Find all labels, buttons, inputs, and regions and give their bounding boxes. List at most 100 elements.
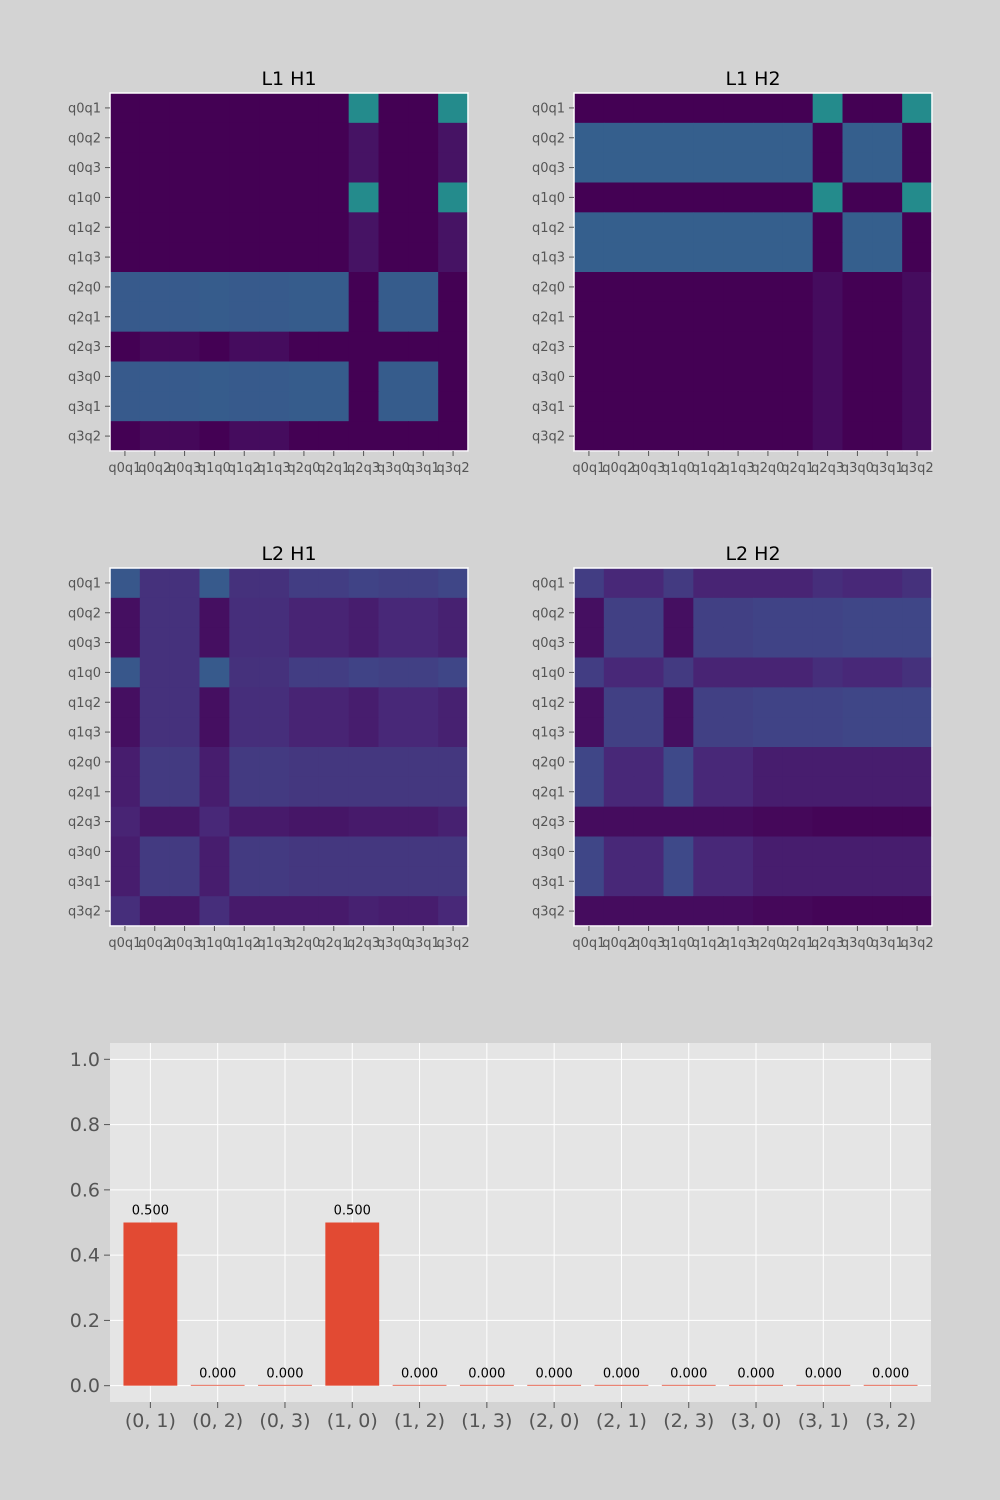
heatmap-cell bbox=[603, 657, 635, 688]
x-tick-label: q1q3 bbox=[258, 936, 291, 951]
heatmap-cell bbox=[378, 93, 409, 124]
heatmap-cell bbox=[812, 806, 844, 838]
x-tick-label: q0q1 bbox=[572, 936, 605, 951]
heatmap-cell bbox=[289, 836, 320, 867]
heatmap-cell bbox=[753, 242, 784, 273]
heatmap-cell bbox=[753, 212, 784, 243]
y-tick-label: q3q0 bbox=[68, 845, 101, 860]
heatmap-cell bbox=[753, 717, 784, 748]
heatmap-cell bbox=[812, 627, 844, 659]
heatmap-cell bbox=[110, 597, 141, 629]
heatmap-cell bbox=[289, 687, 320, 718]
heatmap-cell bbox=[348, 212, 380, 243]
heatmap-cell bbox=[229, 301, 260, 333]
heatmap-cell bbox=[318, 597, 350, 629]
heatmap-cell bbox=[348, 568, 380, 599]
x-tick-label: q0q2 bbox=[602, 936, 635, 951]
heatmap-cell bbox=[139, 421, 171, 452]
heatmap-frame bbox=[573, 567, 933, 927]
heatmap-cell bbox=[348, 627, 380, 659]
heatmap-cell bbox=[723, 93, 754, 124]
heatmap-cell bbox=[408, 866, 439, 897]
heatmap-cell bbox=[378, 866, 409, 897]
heatmap-cell bbox=[633, 747, 665, 778]
heatmap-cell bbox=[438, 272, 469, 303]
heatmap-cell bbox=[574, 866, 605, 897]
heatmap-cell bbox=[169, 421, 201, 452]
heatmap-cell bbox=[289, 896, 320, 927]
heatmap-cell bbox=[438, 687, 469, 718]
heatmap-cell bbox=[574, 182, 605, 213]
heatmap-cell bbox=[812, 182, 844, 213]
x-tick-label: (3, 1) bbox=[798, 1410, 849, 1432]
bar bbox=[661, 1384, 716, 1386]
heatmap-panel-4: L2 H2q0q1q0q2q0q3q1q0q1q2q1q3q2q0q2q1q2q… bbox=[532, 543, 934, 951]
heatmap-cell bbox=[408, 747, 439, 778]
heatmap-cell bbox=[753, 331, 784, 363]
heatmap-cell bbox=[663, 806, 694, 838]
y-tick-label: q1q2 bbox=[68, 696, 101, 711]
heatmap-cell bbox=[693, 568, 724, 599]
heatmap-cell bbox=[782, 627, 814, 659]
heatmap-cell bbox=[782, 597, 814, 629]
heatmap-cell bbox=[259, 836, 290, 867]
heatmap-cell bbox=[169, 568, 201, 599]
y-tick-label: q2q3 bbox=[532, 340, 565, 355]
heatmap-cell bbox=[408, 717, 439, 748]
heatmap-cell bbox=[110, 836, 141, 867]
heatmap-cell bbox=[633, 421, 665, 452]
heatmap-cell bbox=[139, 896, 171, 927]
heatmap-cell bbox=[693, 361, 724, 392]
heatmap-cell bbox=[812, 717, 844, 748]
heatmap-cell bbox=[289, 747, 320, 778]
x-tick-label: q0q1 bbox=[108, 936, 141, 951]
heatmap-cell bbox=[289, 597, 320, 629]
heatmap-cell bbox=[438, 568, 469, 599]
heatmap-cell bbox=[902, 627, 933, 659]
heatmap-cell bbox=[139, 242, 171, 273]
heatmap-cell bbox=[753, 836, 784, 867]
heatmap-cell bbox=[872, 627, 903, 659]
heatmap-cell bbox=[842, 152, 873, 184]
heatmap-cell bbox=[812, 776, 844, 808]
heatmap-cell bbox=[348, 421, 380, 452]
heatmap-cell bbox=[693, 776, 724, 808]
heatmap-cell bbox=[318, 122, 350, 154]
heatmap-cell bbox=[603, 93, 635, 124]
heatmap-cell bbox=[663, 836, 694, 867]
heatmap-cell bbox=[289, 182, 320, 213]
heatmap-cell bbox=[872, 866, 903, 897]
heatmap-cell bbox=[812, 361, 844, 392]
heatmap-cell bbox=[199, 122, 230, 154]
heatmap-cell bbox=[574, 836, 605, 867]
heatmap-cell bbox=[289, 331, 320, 363]
heatmap-cell bbox=[753, 93, 784, 124]
heatmap-cell bbox=[663, 212, 694, 243]
heatmap-cell bbox=[872, 212, 903, 243]
heatmap-cell bbox=[872, 122, 903, 154]
heatmap-cell bbox=[872, 568, 903, 599]
heatmap-cell bbox=[753, 687, 784, 718]
heatmap-panel-2: L1 H2q0q1q0q2q0q3q1q0q1q2q1q3q2q0q2q1q2q… bbox=[532, 68, 934, 476]
heatmap-cell bbox=[603, 717, 635, 748]
heatmap-cell bbox=[574, 122, 605, 154]
heatmap-cell bbox=[318, 717, 350, 748]
heatmap-cell bbox=[259, 93, 290, 124]
heatmap-cell bbox=[378, 212, 409, 243]
heatmap-cell bbox=[633, 836, 665, 867]
y-tick-label: q2q0 bbox=[532, 280, 565, 295]
heatmap-cell bbox=[782, 896, 814, 927]
x-tick-label: q1q0 bbox=[662, 461, 695, 476]
heatmap-cell bbox=[902, 806, 933, 838]
heatmap-cell bbox=[408, 93, 439, 124]
heatmap-cell bbox=[110, 93, 141, 124]
heatmap-cell bbox=[259, 657, 290, 688]
heatmap-cell bbox=[902, 242, 933, 273]
heatmap-cell bbox=[574, 421, 605, 452]
heatmap-cell bbox=[902, 687, 933, 718]
heatmap-cell bbox=[723, 597, 754, 629]
heatmap-cell bbox=[842, 806, 873, 838]
x-tick-label: (1, 0) bbox=[327, 1410, 378, 1432]
heatmap-cell bbox=[663, 896, 694, 927]
y-tick-label: q2q0 bbox=[68, 280, 101, 295]
